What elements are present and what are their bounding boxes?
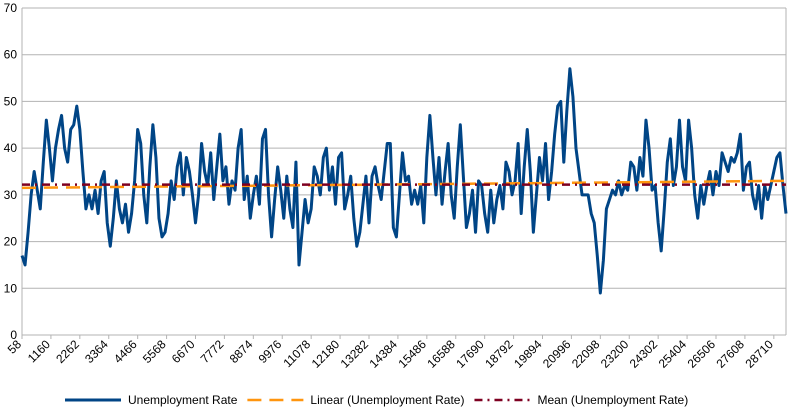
x-tick-label: 23200 — [598, 337, 632, 371]
y-tick-label: 70 — [4, 1, 18, 15]
x-tick-label: 26506 — [685, 337, 719, 371]
y-tick-label: 10 — [4, 281, 18, 295]
x-tick-label: 24302 — [627, 337, 661, 371]
legend: Unemployment Rate Linear (Unemployment Ra… — [65, 393, 688, 407]
y-tick-label: 60 — [4, 48, 18, 62]
x-tick-label: 13282 — [338, 337, 372, 371]
x-tick-label: 2262 — [53, 337, 82, 366]
x-tick-label: 25404 — [656, 337, 690, 371]
y-tick-label: 20 — [4, 235, 18, 249]
y-tick-label: 50 — [4, 94, 18, 108]
x-tick-label: 27608 — [714, 337, 748, 371]
x-tick-label: 28710 — [742, 337, 776, 371]
x-tick-label: 17690 — [453, 337, 487, 371]
y-tick-label: 40 — [4, 141, 18, 155]
x-tick-label: 1160 — [25, 337, 53, 365]
series-line — [20, 67, 788, 295]
x-tick-label: 58 — [5, 337, 25, 357]
legend-label: Linear (Unemployment Rate) — [310, 393, 464, 407]
legend-label: Unemployment Rate — [128, 393, 238, 407]
y-tick-label: 0 — [10, 328, 17, 342]
x-tick-label: 19894 — [511, 337, 545, 371]
x-tick-label: 18792 — [482, 337, 516, 371]
x-tick-label: 9976 — [256, 337, 285, 366]
x-tick-label: 6670 — [169, 337, 198, 366]
x-tick-label: 14384 — [367, 337, 401, 371]
x-tick-label: 16588 — [424, 337, 458, 371]
x-tick-label: 3364 — [82, 337, 111, 366]
legend-label: Mean (Unemployment Rate) — [537, 393, 688, 407]
x-tick-label: 12180 — [309, 337, 343, 371]
x-tick-label: 5568 — [140, 337, 169, 366]
y-tick-label: 30 — [4, 188, 18, 202]
x-tick-label: 11078 — [280, 337, 313, 370]
x-tick-label: 7772 — [198, 337, 227, 366]
x-tick-label: 20996 — [540, 337, 574, 371]
x-tick-label: 8874 — [227, 337, 256, 366]
x-tick-label: 22098 — [569, 337, 603, 371]
x-tick-label: 4466 — [111, 337, 140, 366]
x-tick-label: 15486 — [395, 337, 429, 371]
